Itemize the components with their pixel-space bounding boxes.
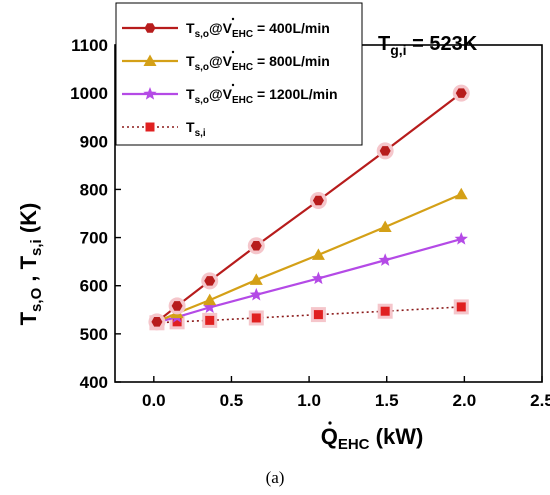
legend-label-part: @ — [209, 86, 223, 102]
legend-label-part: EHC — [232, 29, 253, 40]
x-axis-label-main: Q — [321, 424, 338, 449]
series-1200 — [150, 232, 468, 328]
y-tick-label: 500 — [80, 325, 108, 344]
legend-marker — [145, 122, 155, 132]
x-axis: 0.0 0.5 1.0 1.5 2.0 2.5 — [142, 376, 550, 410]
annotation-main: T — [378, 33, 390, 55]
legend-label-part: s,o — [195, 62, 209, 73]
legend-marker — [143, 87, 157, 100]
x-axis-label-dot — [328, 421, 332, 425]
data-point-Tsi — [205, 315, 215, 325]
x-axis-label-unit: (kW) — [370, 424, 424, 449]
legend-dot — [231, 17, 235, 21]
data-point-800 — [203, 293, 217, 306]
x-tick-label: 0.0 — [142, 391, 166, 410]
figure-caption: (a) — [266, 468, 285, 487]
data-point-1200 — [311, 271, 326, 285]
x-tick-label: 0.5 — [220, 391, 244, 410]
data-point-1200 — [378, 253, 392, 266]
data-point-400 — [171, 301, 183, 311]
legend-box — [115, 2, 363, 146]
legend-label-part: T — [186, 86, 195, 102]
legend-label-part: = 800L/min — [253, 53, 330, 69]
legend-item-800: Ts,o@VEHC = 800L/min — [122, 50, 330, 73]
y-axis-label-a-sub: s,O — [28, 287, 45, 312]
data-point-400 — [151, 317, 163, 327]
series-line-800 — [156, 193, 462, 323]
legend-item-400: Ts,o@VEHC = 400L/min — [122, 17, 330, 40]
y-axis-label: Ts,O , Ts,i (K) — [16, 203, 45, 326]
legend-label: Ts,o@VEHC = 400L/min — [186, 20, 330, 40]
x-tick-label: 2.5 — [530, 391, 550, 410]
data-point-Tsi — [313, 310, 323, 320]
data-point-400 — [312, 195, 324, 206]
annotation-rest: = 523K — [407, 33, 478, 55]
data-point-800 — [378, 220, 392, 232]
legend-label-part: = 1200L/min — [253, 86, 337, 102]
data-point-Tsi — [380, 306, 390, 316]
data-point-400 — [204, 276, 216, 286]
x-tick-label: 1.5 — [375, 391, 399, 410]
legend-label-part: EHC — [232, 62, 253, 73]
gas-inlet-annotation: Tg,i = 523K — [378, 33, 478, 58]
legend-marker — [144, 23, 156, 33]
legend-label-part: T — [186, 119, 195, 135]
legend-label-part: s,o — [195, 95, 209, 106]
x-axis-label: QEHC (kW) — [321, 424, 424, 453]
legend-label-part: @ — [209, 20, 223, 36]
data-point-Tsi — [172, 317, 182, 327]
legend-label-part: EHC — [232, 95, 253, 106]
legend-label-part: V — [223, 53, 233, 69]
data-point-800 — [454, 187, 468, 200]
legend-label: Ts,o@VEHC = 1200L/min — [186, 86, 338, 106]
data-point-1200 — [203, 300, 217, 314]
legend-marker — [143, 54, 157, 66]
x-tick-label: 1.0 — [297, 391, 321, 410]
legend-dot — [231, 50, 235, 54]
series-layer — [148, 84, 470, 331]
legend-item-Tsi: Ts,i — [122, 119, 206, 139]
legend-label-part: @ — [209, 53, 223, 69]
annotation-sub: g,i — [390, 42, 406, 58]
y-axis-label-b-sub: s,i — [28, 239, 45, 256]
y-axis-label-sep: , — [16, 269, 41, 287]
data-point-1200 — [454, 232, 468, 245]
y-tick-label: 1100 — [71, 36, 108, 55]
y-tick-label: 900 — [80, 132, 108, 151]
data-point-1200 — [249, 287, 263, 301]
legend-dot — [231, 83, 235, 87]
legend-label-part: T — [186, 20, 195, 36]
legend-label-part: V — [223, 86, 233, 102]
y-tick-label: 600 — [80, 277, 108, 296]
data-point-400 — [250, 240, 262, 251]
legend-label: Ts,i — [186, 119, 206, 139]
data-point-400 — [379, 146, 391, 156]
y-tick-label: 800 — [80, 180, 108, 199]
y-tick-label: 1000 — [70, 84, 108, 103]
series-400 — [148, 84, 470, 331]
x-axis-label-sub: EHC — [338, 436, 370, 453]
y-axis-label-a: T — [16, 311, 41, 325]
legend-label-part: s,o — [195, 29, 209, 40]
legend-label-part: T — [186, 53, 195, 69]
data-point-Tsi — [456, 302, 466, 312]
legend-label-part: = 400L/min — [253, 20, 330, 36]
legend-label: Ts,o@VEHC = 800L/min — [186, 53, 330, 73]
data-point-800 — [249, 273, 263, 285]
y-axis: 400 500 600 700 800 900 1000 1100 — [70, 36, 121, 392]
x-tick-label: 2.0 — [453, 391, 477, 410]
y-tick-label: 400 — [80, 373, 108, 392]
y-axis-label-unit: (K) — [16, 203, 41, 240]
legend-label-part: V — [223, 20, 233, 36]
legend-label-part: s,i — [195, 128, 206, 139]
data-point-Tsi — [251, 313, 261, 323]
y-axis-label-b: T — [16, 255, 41, 269]
legend-item-1200: Ts,o@VEHC = 1200L/min — [122, 83, 338, 106]
y-tick-label: 700 — [80, 229, 108, 248]
data-point-800 — [311, 248, 325, 260]
data-point-400 — [455, 88, 467, 98]
